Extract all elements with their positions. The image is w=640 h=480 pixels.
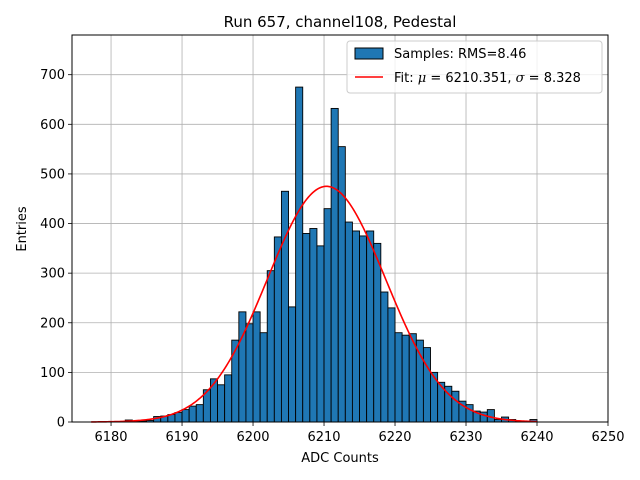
histogram-bar [387, 307, 396, 423]
histogram-bar [366, 230, 375, 423]
histogram-bar [231, 339, 240, 423]
histogram-bar [181, 409, 190, 423]
x-tick-label: 6190 [165, 430, 198, 445]
histogram-bar [344, 221, 353, 423]
histogram-bar [422, 347, 431, 423]
histogram-bar [174, 412, 183, 423]
legend-histogram-swatch [354, 47, 384, 60]
x-tick-label: 6250 [591, 430, 624, 445]
y-tick-label: 400 [40, 217, 65, 232]
histogram-bar [266, 270, 275, 423]
legend-fit-label: Fit: μ = 6210.351, σ = 8.328 [394, 71, 581, 86]
x-tick-label: 6200 [236, 430, 269, 445]
chart-title: Run 657, channel108, Pedestal [224, 13, 457, 31]
x-tick-label: 6240 [520, 430, 553, 445]
legend-fit-mu-symbol: μ [418, 71, 426, 86]
plot-frame [71, 34, 609, 423]
histogram-bar [451, 390, 460, 423]
histogram-bar [217, 384, 226, 423]
histogram-bar [302, 233, 311, 423]
gaussian-fit-curve [91, 185, 538, 423]
histogram-bar [359, 235, 368, 423]
histogram-bar [337, 146, 346, 423]
y-tick-label: 600 [40, 118, 65, 133]
x-axis-ticks: 6180 6190 6200 6210 6220 6230 6240 6250 [94, 422, 625, 445]
y-tick-label: 0 [57, 416, 65, 431]
histogram-bar [280, 190, 289, 423]
legend: Samples: RMS=8.46 Fit: μ = 6210.351, σ =… [346, 40, 603, 94]
histogram-bar [273, 236, 282, 423]
histogram-bar [401, 334, 410, 423]
histogram-bar [288, 306, 297, 423]
histogram-bar [224, 374, 233, 423]
histogram-bar [394, 332, 403, 423]
histogram-bar [188, 405, 197, 423]
histogram-bar [330, 107, 339, 423]
y-tick-label: 500 [40, 167, 65, 182]
y-tick-label: 200 [40, 316, 65, 331]
legend-fit-prefix: Fit: [394, 71, 418, 86]
x-tick-label: 6220 [378, 430, 411, 445]
histogram-bar [316, 245, 325, 423]
histogram-bar [373, 242, 382, 423]
x-tick-label: 6230 [449, 430, 482, 445]
legend-fit-mu-value: = 6210.351, [426, 71, 515, 86]
legend-box [346, 40, 603, 94]
legend-fit-sigma-value: = 8.328 [525, 71, 581, 86]
histogram-bar [323, 208, 332, 423]
y-axis-ticks: 0 100 200 300 400 500 600 700 [40, 68, 72, 431]
histogram-bar [252, 311, 261, 423]
x-axis-label: ADC Counts [301, 451, 379, 466]
histogram-bar [245, 323, 254, 423]
legend-histogram-label: Samples: RMS=8.46 [394, 47, 526, 62]
histogram-bar [351, 230, 360, 423]
legend-fit-sigma-symbol: σ [516, 71, 526, 86]
histogram-bar [259, 332, 268, 423]
x-tick-label: 6210 [307, 430, 340, 445]
histogram-bar [309, 228, 318, 423]
y-tick-label: 300 [40, 267, 65, 282]
y-tick-label: 700 [40, 68, 65, 83]
y-tick-label: 100 [40, 366, 65, 381]
histogram-bar [415, 339, 424, 423]
y-axis-label: Entries [15, 206, 30, 252]
x-tick-label: 6180 [94, 430, 127, 445]
histogram-bar [295, 86, 304, 423]
histogram-bar [195, 404, 204, 423]
histogram-bar [380, 291, 389, 423]
histogram-bar [238, 311, 247, 423]
